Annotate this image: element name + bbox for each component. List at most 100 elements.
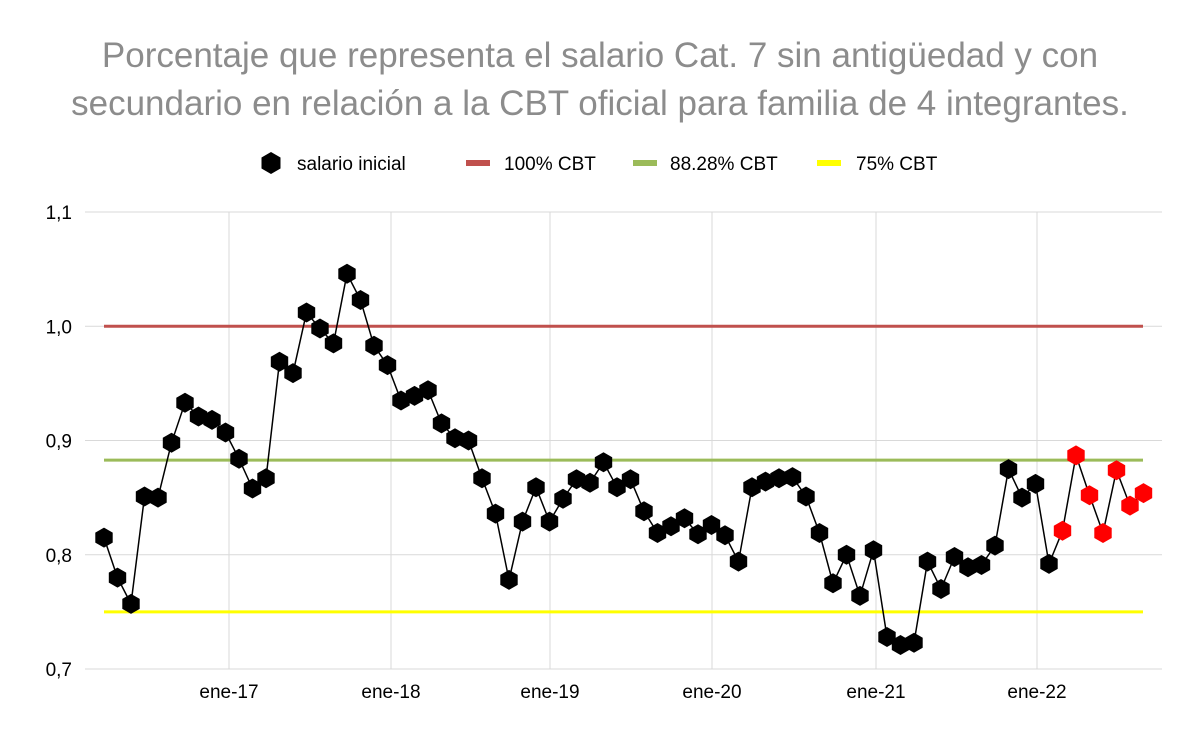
data-point [959,557,977,578]
chart-title-line-2: secundario en relación a la CBT oficial … [71,84,1129,123]
legend-8828-swatch [633,160,657,166]
legend-75-swatch [817,160,841,166]
data-point [540,511,559,532]
data-point [932,579,950,599]
data-point [162,432,181,453]
legend-label-salario: salario inicial [297,154,406,175]
data-point [189,406,208,427]
data-point [851,585,869,606]
y-tick-label: 1,1 [46,203,72,224]
x-tick-label: ene-21 [846,682,905,703]
data-point [608,477,626,498]
data-point [230,448,248,469]
data-point [702,515,721,535]
data-point [945,547,964,567]
data-point [351,290,370,310]
chart-title-line-1: Porcentaje que representa el salario Cat… [101,36,1099,75]
data-point [621,469,640,490]
data-point [554,488,572,509]
y-tick-label: 0,7 [46,660,72,681]
data-point [243,478,262,499]
data-point [432,413,451,434]
data-point-highlight [1067,445,1085,466]
x-tick-label: ene-20 [682,682,741,703]
data-point-highlight [1080,485,1099,506]
x-tick-label: ene-18 [361,682,420,703]
x-tick-label: ene-22 [1007,682,1066,703]
data-point [149,487,167,508]
legend-75-label: 75% CBT [856,154,938,175]
data-point [999,459,1018,480]
data-point-highlight [1107,460,1126,481]
data-point [797,486,815,507]
data-point [689,524,707,545]
data-point [1026,473,1045,494]
data-point [648,523,667,543]
data-point [905,632,923,653]
data-point [473,468,491,489]
data-point [459,430,478,451]
data-point [810,523,829,543]
data-point [95,527,113,548]
data-point [486,503,505,524]
y-tick-label: 0,8 [46,546,72,567]
data-point [365,335,383,356]
data-point-highlight [1121,495,1139,516]
data-point [135,486,154,507]
data-point [1013,487,1031,508]
data-point [972,555,991,575]
data-point [257,468,275,489]
data-point [216,422,235,443]
data-point [918,551,937,572]
x-tick-label: ene-19 [520,682,579,703]
data-point [770,468,788,489]
data-point [635,501,653,522]
data-point [203,409,221,430]
data-point [756,471,775,492]
data-point [594,452,613,473]
data-point [743,477,761,498]
data-point-highlight [1134,483,1153,504]
data-point [567,469,586,490]
data-point [675,508,694,529]
data-point [837,544,856,565]
data-point [500,569,518,590]
legend-marker-salario [261,152,281,174]
data-point [338,263,356,284]
data-point [729,551,748,572]
legend-100-label: 100% CBT [504,154,596,175]
data-point [378,355,397,376]
data-point [716,525,734,546]
legend-100-swatch [466,160,490,166]
data-point [513,511,532,532]
data-point [527,477,545,498]
data-point [891,635,910,655]
data-point [662,516,680,537]
data-point-highlight [1053,520,1072,541]
y-tick-label: 0,9 [46,432,72,453]
data-point [1040,553,1058,574]
data-point [122,593,140,614]
data-point [581,472,599,493]
data-point [446,428,464,449]
data-point [878,627,896,647]
y-tick-label: 1,0 [46,317,72,338]
data-point [284,363,302,384]
data-point [783,467,802,488]
data-point [824,573,842,594]
data-point [392,390,410,411]
data-point [176,392,194,413]
x-tick-label: ene-17 [199,682,258,703]
data-point [405,385,424,406]
data-point [297,302,316,323]
data-point [311,318,329,339]
data-point [324,333,343,354]
legend-8828-label: 88.28% CBT [670,154,778,175]
data-point-highlight [1094,523,1112,543]
data-point [419,380,437,401]
data-point [986,535,1004,556]
data-point [270,351,289,372]
data-point [864,540,883,561]
